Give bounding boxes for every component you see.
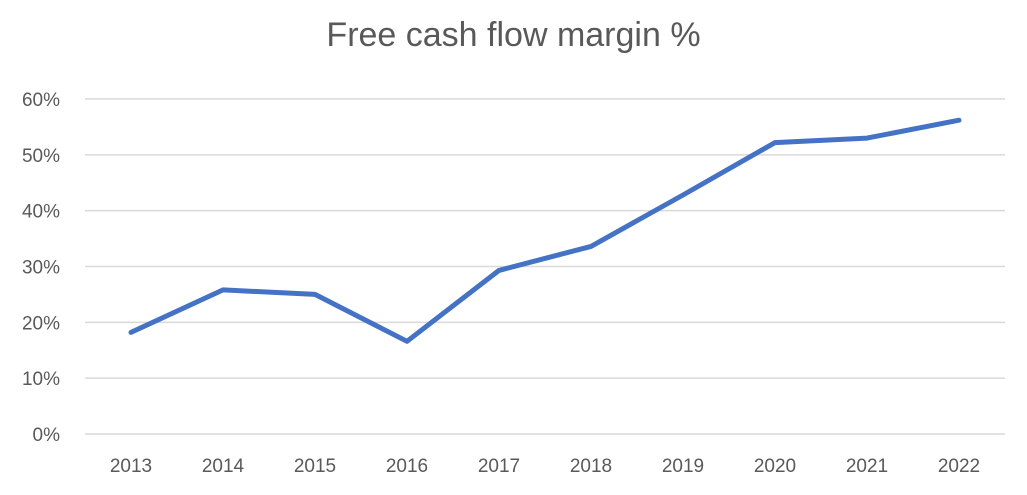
x-tick-label: 2019 bbox=[662, 456, 704, 477]
gridlines bbox=[85, 98, 1005, 435]
y-tick-label: 60% bbox=[22, 90, 60, 111]
series-line-0 bbox=[128, 117, 962, 344]
chart-title: Free cash flow margin % bbox=[326, 16, 701, 54]
y-axis-tick-labels: 0% 10% 20% 30% 40% 50% 60% bbox=[22, 90, 60, 446]
y-tick-label: 10% bbox=[22, 369, 60, 390]
series-lines bbox=[128, 117, 962, 344]
x-tick-label: 2015 bbox=[294, 456, 336, 477]
y-tick-label: 50% bbox=[22, 146, 60, 167]
x-tick-label: 2016 bbox=[386, 456, 428, 477]
x-tick-label: 2014 bbox=[202, 456, 245, 477]
x-tick-label: 2022 bbox=[938, 456, 980, 477]
x-tick-label: 2013 bbox=[110, 456, 152, 477]
x-tick-label: 2017 bbox=[478, 456, 520, 477]
y-tick-label: 40% bbox=[22, 202, 60, 223]
x-tick-label: 2020 bbox=[754, 456, 796, 477]
x-axis-tick-labels: 2013 2014 2015 2016 2017 2018 2019 2020 2021 2022 bbox=[110, 456, 980, 477]
x-tick-label: 2021 bbox=[846, 456, 888, 477]
y-tick-label: 20% bbox=[22, 313, 60, 334]
y-tick-label: 0% bbox=[33, 425, 61, 446]
x-tick-label: 2018 bbox=[570, 456, 612, 477]
y-tick-label: 30% bbox=[22, 258, 60, 279]
